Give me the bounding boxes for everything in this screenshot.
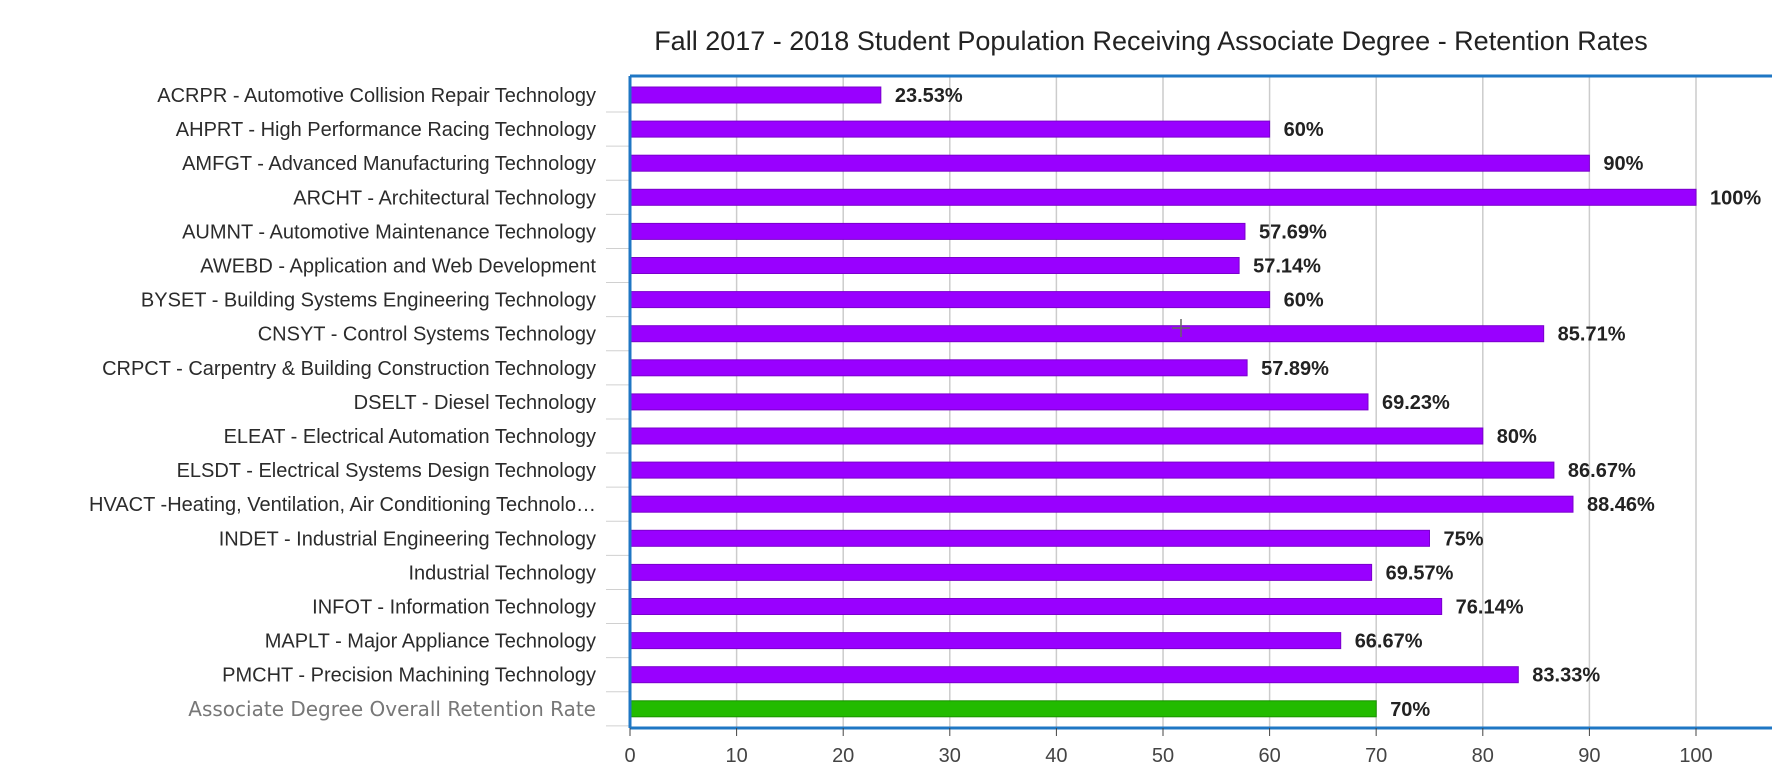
category-label: ELSDT - Electrical Systems Design Techno…: [177, 460, 596, 482]
value-label: 90%: [1603, 153, 1643, 175]
bar[interactable]: [629, 359, 1248, 377]
value-label: 69.57%: [1386, 562, 1454, 584]
bar[interactable]: [629, 222, 1246, 240]
category-label: AUMNT - Automotive Maintenance Technolog…: [182, 221, 596, 243]
x-tick-label: 100: [1679, 745, 1712, 767]
bar[interactable]: [629, 291, 1271, 309]
category-label: AMFGT - Advanced Manufacturing Technolog…: [182, 153, 596, 175]
bar[interactable]: [629, 154, 1590, 172]
value-label: 85.71%: [1558, 324, 1626, 346]
x-tick-label: 70: [1365, 745, 1387, 767]
bar[interactable]: [629, 86, 882, 104]
category-label: CRPCT - Carpentry & Building Constructio…: [102, 358, 596, 380]
category-label: PMCHT - Precision Machining Technology: [222, 665, 596, 687]
value-labels: 23.53% 60% 90% 100% 57.69% 57.14% 60% 85.71% 57.…: [895, 85, 1762, 721]
plot-frame: [628, 74, 1772, 730]
category-labels: ACRPR - Automotive Collision Repair Tech…: [89, 85, 596, 721]
x-tick-label: 20: [832, 745, 854, 767]
category-label: INDET - Industrial Engineering Technolog…: [219, 528, 596, 550]
bar[interactable]: [629, 563, 1373, 581]
value-label: 23.53%: [895, 85, 963, 107]
category-label: INFOT - Information Technology: [312, 597, 596, 619]
bar[interactable]: [629, 427, 1484, 445]
bar[interactable]: [629, 188, 1697, 206]
x-tick-label: 80: [1472, 745, 1494, 767]
bar[interactable]: [629, 632, 1342, 650]
value-label: 80%: [1497, 426, 1537, 448]
value-label: 83.33%: [1532, 665, 1600, 687]
category-label: CNSYT - Control Systems Technology: [258, 324, 596, 346]
value-label: 60%: [1284, 290, 1324, 312]
value-label: 57.14%: [1253, 256, 1321, 278]
value-label: 88.46%: [1587, 494, 1655, 516]
x-tick-label: 0: [624, 745, 635, 767]
bar[interactable]: [629, 529, 1430, 547]
category-label: ELEAT - Electrical Automation Technology: [224, 426, 596, 448]
x-tick-label: 50: [1152, 745, 1174, 767]
category-label: AHPRT - High Performance Racing Technolo…: [176, 119, 596, 141]
x-tick-label: 40: [1045, 745, 1067, 767]
category-label: ARCHT - Architectural Technology: [293, 187, 596, 209]
value-label: 76.14%: [1456, 597, 1524, 619]
value-label: 69.23%: [1382, 392, 1450, 414]
bar[interactable]: [629, 495, 1574, 513]
category-label: Associate Degree Overall Retention Rate: [188, 697, 596, 721]
value-label: 60%: [1284, 119, 1324, 141]
value-label: 100%: [1710, 187, 1761, 209]
value-label: 57.69%: [1259, 221, 1327, 243]
x-axis-ticks: 0 10 20 30 40 50 60 70 80 90 100: [624, 728, 1713, 767]
category-label: AWEBD - Application and Web Development: [200, 256, 596, 278]
value-label: 86.67%: [1568, 460, 1636, 482]
bar-overall[interactable]: [629, 700, 1377, 718]
x-tick-label: 30: [939, 745, 961, 767]
value-label: 66.67%: [1355, 631, 1423, 653]
bar[interactable]: [629, 393, 1369, 411]
category-label: ACRPR - Automotive Collision Repair Tech…: [157, 85, 596, 107]
value-label: 57.89%: [1261, 358, 1329, 380]
x-tick-label: 10: [725, 745, 747, 767]
category-label: Industrial Technology: [408, 562, 596, 584]
bar[interactable]: [629, 598, 1443, 615]
bar[interactable]: [629, 257, 1240, 274]
value-label: 75%: [1444, 528, 1484, 550]
x-tick-label: 60: [1258, 745, 1280, 767]
value-label: 70%: [1390, 699, 1430, 721]
chart-title: Fall 2017 - 2018 Student Population Rece…: [654, 26, 1648, 56]
category-label: DSELT - Diesel Technology: [354, 392, 596, 414]
category-label: MAPLT - Major Appliance Technology: [265, 631, 596, 653]
bar[interactable]: [629, 461, 1555, 479]
x-tick-label: 90: [1578, 745, 1600, 767]
bar[interactable]: [629, 325, 1545, 343]
cursor-crosshair-icon: [1172, 319, 1190, 337]
bar[interactable]: [629, 120, 1271, 138]
bar[interactable]: [629, 666, 1519, 684]
category-label: HVACT -Heating, Ventilation, Air Conditi…: [89, 494, 596, 516]
category-label: BYSET - Building Systems Engineering Tec…: [141, 290, 596, 312]
